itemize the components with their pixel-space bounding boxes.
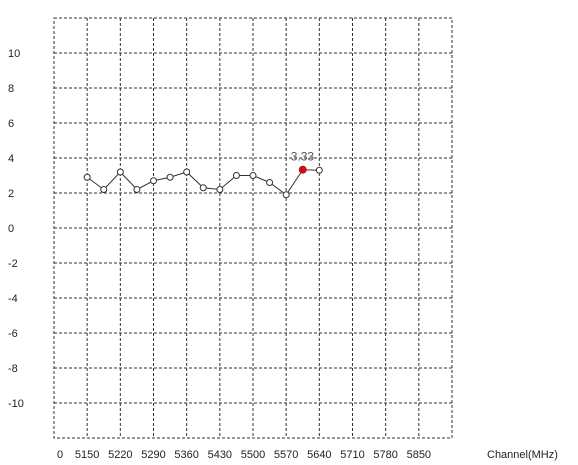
data-point xyxy=(216,186,224,193)
x-tick-label: 5150 xyxy=(75,449,99,461)
data-point xyxy=(183,168,191,176)
x-tick-label: 5780 xyxy=(373,449,397,461)
y-tick-label: 4 xyxy=(8,153,14,165)
y-tick-label: 6 xyxy=(8,118,14,130)
data-point xyxy=(100,186,108,193)
x-tick-label: 5850 xyxy=(407,449,431,461)
data-point xyxy=(150,177,157,185)
x-tick-label: 5570 xyxy=(274,449,298,461)
highlight-data-label: 3.33 xyxy=(291,150,315,164)
x-tick-label: 5360 xyxy=(174,449,198,461)
data-point xyxy=(166,173,174,181)
y-axis-ticks: 10 8 6 4 2 0 -2 -4 -6 -8 -10 xyxy=(8,48,24,410)
y-tick-label: 8 xyxy=(8,83,14,95)
data-point xyxy=(133,186,141,193)
data-point xyxy=(249,172,257,179)
y-tick-label: 2 xyxy=(8,188,14,200)
y-tick-label: -2 xyxy=(8,258,18,270)
data-point xyxy=(116,168,124,176)
y-tick-label: -8 xyxy=(8,363,18,375)
x-tick-label: 5500 xyxy=(241,449,265,461)
y-tick-label: 0 xyxy=(8,223,14,235)
x-axis-label: Channel(MHz) xyxy=(487,449,558,461)
x-axis-ticks: 5150 5220 5290 5360 5430 5500 5570 5640 5710 5780… xyxy=(75,449,431,461)
data-point xyxy=(315,166,323,174)
x-origin-tick-label: 0 xyxy=(57,449,63,461)
data-point xyxy=(232,172,240,179)
data-point xyxy=(266,179,274,186)
data-point xyxy=(83,173,91,181)
data-point xyxy=(199,184,207,192)
highlighted-data-point xyxy=(298,165,307,174)
y-tick-label: -6 xyxy=(8,328,18,340)
y-tick-label: -10 xyxy=(8,398,24,410)
x-tick-label: 5290 xyxy=(141,449,165,461)
y-tick-label: -4 xyxy=(8,293,18,305)
y-tick-label: 10 xyxy=(8,48,20,60)
x-tick-label: 5640 xyxy=(307,449,331,461)
x-tick-label: 5430 xyxy=(208,449,232,461)
x-tick-label: 5710 xyxy=(340,449,364,461)
data-point xyxy=(282,191,290,199)
x-tick-label: 5220 xyxy=(108,449,132,461)
series-points xyxy=(83,165,323,199)
chart-grid xyxy=(53,17,453,439)
